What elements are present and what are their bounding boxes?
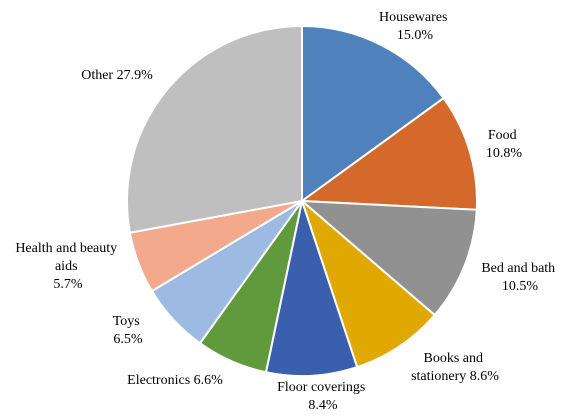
pie-slice-bed-and-bath — [299, 199, 478, 317]
label-floor-coverings: Floor coverings 8.4% — [277, 380, 369, 413]
label-toys-value: 6.5% — [113, 332, 143, 347]
pie-slice-other — [126, 24, 303, 234]
label-floor-coverings-name: Floor coverings — [277, 380, 365, 395]
label-health-and-beauty-aids: Health and beauty aids 5.7% — [15, 241, 120, 292]
slice-labels: Housewares 15.0% Food 10.8% Bed and bath… — [15, 10, 558, 413]
pie-slices — [126, 24, 478, 377]
label-electronics: Electronics 6.6% — [127, 373, 223, 388]
label-food-name: Food — [488, 128, 517, 143]
pie-slice-food — [299, 96, 478, 211]
label-housewares-name: Housewares — [379, 10, 447, 25]
label-toys-name: Toys — [113, 314, 140, 329]
label-other: Other 27.9% — [81, 68, 153, 83]
label-toys: Toys 6.5% — [113, 314, 144, 347]
pie-slice-housewares — [301, 24, 445, 203]
label-housewares: Housewares 15.0% — [379, 10, 451, 43]
label-food-value: 10.8% — [486, 146, 523, 161]
label-floor-coverings-value: 8.4% — [308, 398, 338, 413]
pie-slice-books-and-stationery — [299, 197, 437, 369]
label-housewares-value: 15.0% — [397, 28, 434, 43]
label-bed-and-bath: Bed and bath 10.5% — [481, 261, 558, 294]
label-books-and-stationery: Books and stationery 8.6% — [411, 351, 499, 384]
label-bed-and-bath-value: 10.5% — [502, 279, 539, 294]
pie-slice-floor-coverings — [264, 197, 359, 377]
label-food: Food 10.8% — [486, 128, 523, 161]
label-health-value: 5.7% — [53, 277, 83, 292]
label-bed-and-bath-name: Bed and bath — [481, 261, 555, 276]
